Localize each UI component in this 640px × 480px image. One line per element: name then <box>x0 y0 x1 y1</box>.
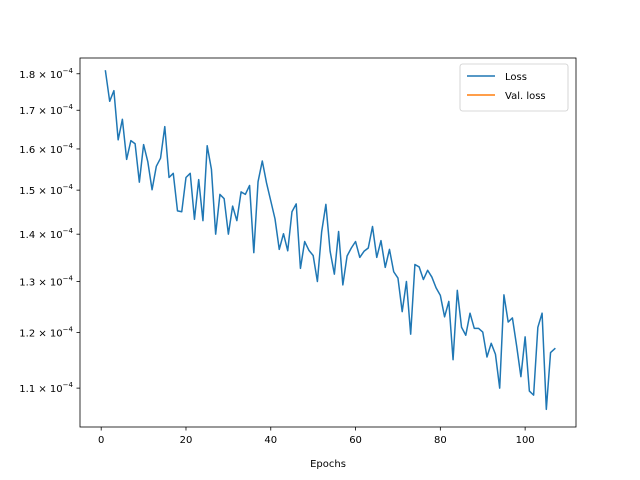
y-tick-label: 1.1 × 10−4 <box>19 381 73 395</box>
y-axis: 1.1 × 10−4 1.2 × 10−4 1.3 × 10−4 1.4 × 10−4… <box>19 67 80 395</box>
legend-label: Val. loss <box>505 91 546 102</box>
series-layer <box>104 70 556 411</box>
plot-area <box>80 58 576 427</box>
x-tick-label: 40 <box>264 435 277 446</box>
x-tick-label: 20 <box>180 435 193 446</box>
y-tick-label: 1.4 × 10−4 <box>19 227 73 241</box>
x-tick-label: 80 <box>434 435 447 446</box>
x-tick-label: 60 <box>349 435 362 446</box>
y-tick-label: 1.3 × 10−4 <box>19 274 73 288</box>
y-tick-label: 1.7 × 10−4 <box>19 103 73 117</box>
x-axis: 0 20 40 60 80 100 <box>98 427 535 446</box>
x-tick-label: 0 <box>98 435 104 446</box>
y-tick-label: 1.5 × 10−4 <box>19 183 73 197</box>
series-line-loss <box>104 70 556 411</box>
y-tick-label: 1.8 × 10−4 <box>19 67 73 81</box>
legend: Loss Val. loss <box>459 63 569 112</box>
x-axis-title: Epochs <box>310 459 346 470</box>
x-tick-label: 100 <box>516 435 535 446</box>
y-tick-label: 1.6 × 10−4 <box>19 142 73 156</box>
plot-frame <box>79 57 577 428</box>
y-tick-label: 1.2 × 10−4 <box>19 326 73 340</box>
legend-label: Loss <box>505 72 527 83</box>
